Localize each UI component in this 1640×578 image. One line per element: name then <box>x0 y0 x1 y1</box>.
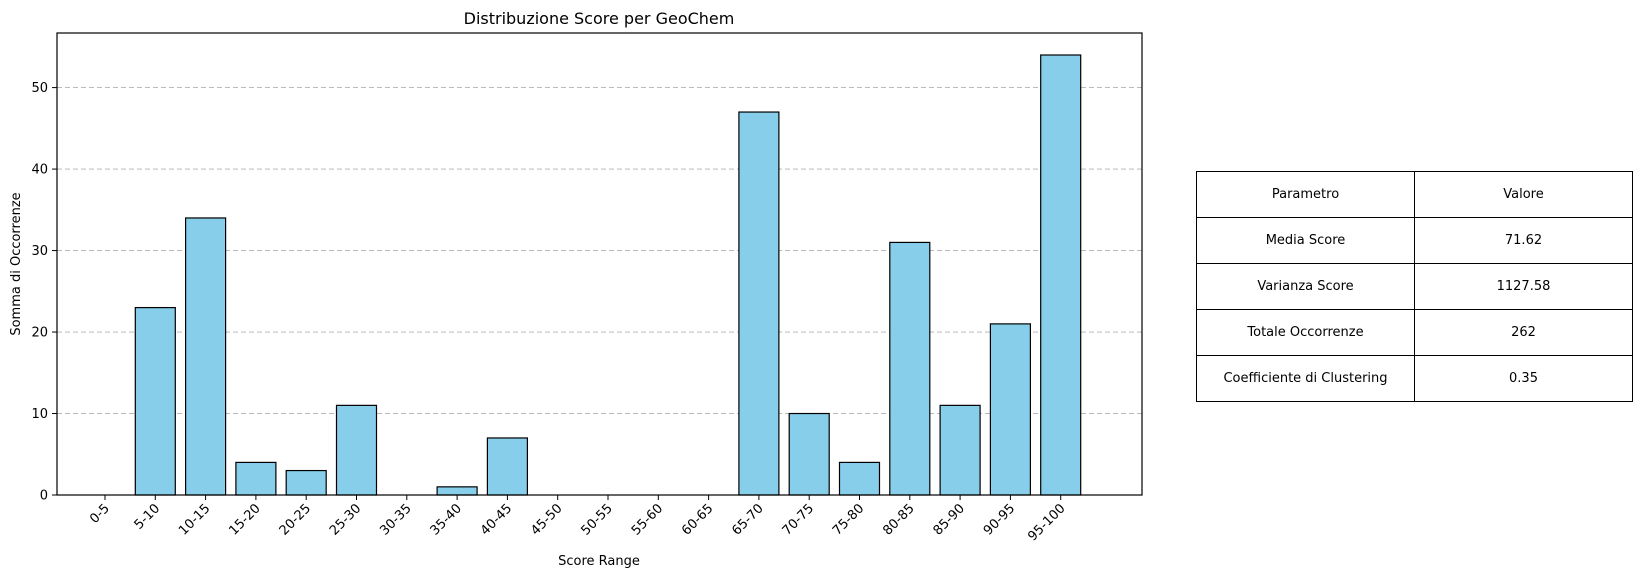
y-axis-ticks: 0 10 20 30 40 50 <box>31 81 57 504</box>
x-tick-label: 50-55 <box>579 501 616 538</box>
table-header-cell: Parametro <box>1196 171 1415 218</box>
table-row: Varianza Score 1127.58 <box>1196 263 1633 310</box>
bar-80-85 <box>889 241 931 496</box>
bar-25-30 <box>335 404 378 496</box>
table-cell-value: 71.62 <box>1414 217 1633 264</box>
table-cell-value: 262 <box>1414 309 1633 356</box>
bar-20-25 <box>285 469 327 496</box>
x-tick-label: 25-30 <box>327 501 364 538</box>
bar-15-20 <box>235 461 277 496</box>
y-tick-label: 10 <box>31 407 48 422</box>
table-row: Totale Occorrenze 262 <box>1196 309 1633 356</box>
bar-95-100 <box>1040 54 1082 496</box>
x-tick-label: 60-65 <box>679 501 716 538</box>
x-tick-label: 85-90 <box>931 501 968 538</box>
plot-frame <box>56 32 1143 496</box>
bar-35-40 <box>436 486 478 496</box>
x-tick-label: 5-10 <box>132 501 163 532</box>
bar-75-80 <box>838 461 881 496</box>
x-tick-label: 80-85 <box>880 501 917 538</box>
table-header-cell: Valore <box>1414 171 1633 218</box>
bar-40-45 <box>486 437 528 496</box>
bars <box>134 54 1082 496</box>
x-tick-label: 45-50 <box>528 501 565 538</box>
bar-10-15 <box>185 217 227 496</box>
x-tick-label: 30-35 <box>377 501 414 538</box>
bar-5-10 <box>134 306 176 496</box>
x-tick-label: 65-70 <box>729 501 766 538</box>
x-tick-label: 0-5 <box>87 501 113 527</box>
x-tick-label: 20-25 <box>277 501 314 538</box>
bar-85-90 <box>939 404 981 496</box>
table-cell-parameter: Coefficiente di Clustering <box>1196 355 1415 402</box>
y-tick-label: 30 <box>31 244 48 259</box>
table-cell-value: 0.35 <box>1414 355 1633 402</box>
chart-title: Distribuzione Score per GeoChem <box>464 9 735 28</box>
table-row: Coefficiente di Clustering 0.35 <box>1196 355 1633 402</box>
table-cell-parameter: Media Score <box>1196 217 1415 264</box>
bar-90-95 <box>989 323 1032 496</box>
x-tick-label: 55-60 <box>629 501 666 538</box>
table-row: Media Score 71.62 <box>1196 217 1633 264</box>
x-tick-label: 95-100 <box>1025 501 1068 544</box>
x-tick-label: 40-45 <box>478 501 515 538</box>
x-axis-label: Score Range <box>558 554 640 569</box>
x-tick-label: 35-40 <box>428 501 465 538</box>
table-cell-value: 1127.58 <box>1414 263 1633 310</box>
bar-70-75 <box>788 412 830 496</box>
x-tick-label: 70-75 <box>780 501 817 538</box>
bar-65-70 <box>738 111 780 496</box>
statistics-table: Parametro Valore Media Score 71.62 Varia… <box>1196 171 1633 402</box>
y-tick-label: 20 <box>31 326 48 341</box>
y-tick-label: 50 <box>31 81 48 96</box>
y-tick-label: 0 <box>40 489 48 504</box>
x-axis-ticks: 0-5 5-10 10-15 15-20 20-25 25-30 30-35 35-40 40-… <box>87 495 1069 544</box>
x-tick-label: 90-95 <box>981 501 1018 538</box>
table-header-row: Parametro Valore <box>1196 171 1633 218</box>
y-axis-label: Somma di Occorrenze <box>9 192 24 335</box>
table-cell-parameter: Totale Occorrenze <box>1196 309 1415 356</box>
y-tick-label: 40 <box>31 163 48 178</box>
x-tick-label: 75-80 <box>830 501 867 538</box>
x-tick-label: 15-20 <box>226 501 263 538</box>
x-tick-label: 10-15 <box>176 501 213 538</box>
table-cell-parameter: Varianza Score <box>1196 263 1415 310</box>
